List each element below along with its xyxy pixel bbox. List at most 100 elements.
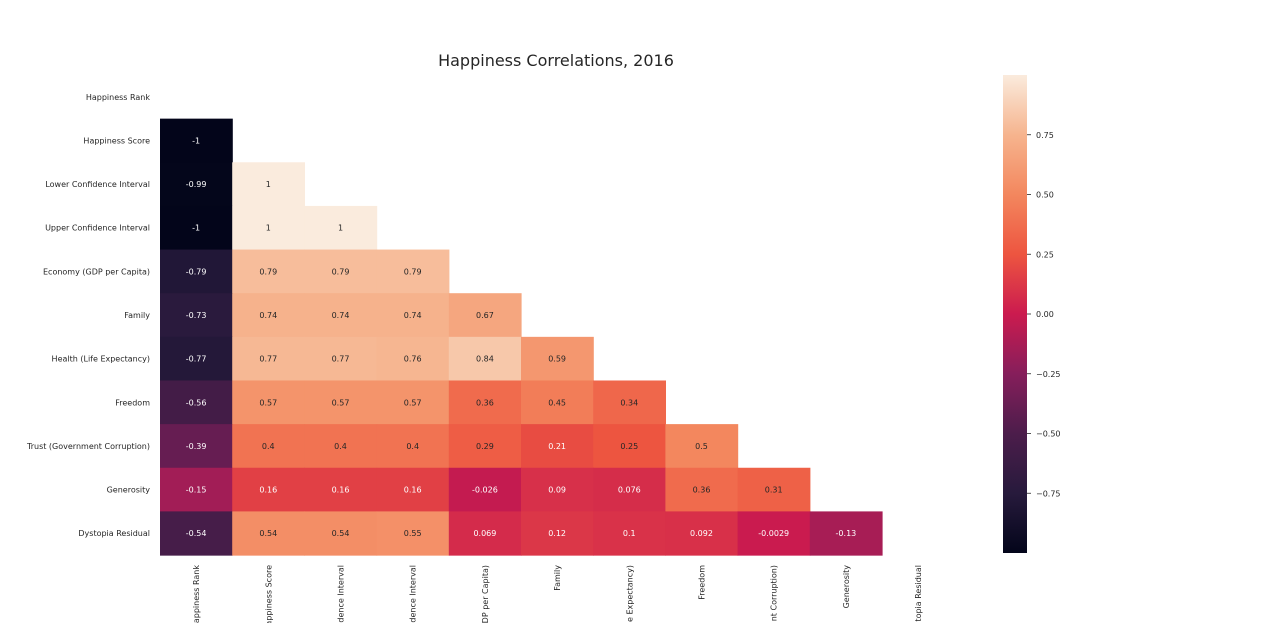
y-tick-label: Happiness Rank [86, 93, 151, 102]
heatmap-cell [160, 380, 233, 425]
heatmap-cell [376, 511, 450, 556]
heatmap-cell [304, 205, 378, 251]
cell-value-label: -0.73 [186, 311, 207, 320]
heatmap-cell [376, 249, 450, 294]
heatmap-cell [304, 380, 378, 425]
colorbar-tick-label: −0.75 [1036, 489, 1061, 498]
heatmap-cell [232, 336, 305, 382]
cell-value-label: 0.54 [259, 529, 277, 538]
heatmap-cell [521, 467, 594, 512]
heatmap-cell [665, 511, 739, 556]
heatmap-cell [737, 511, 811, 556]
heatmap-cell [232, 249, 305, 294]
y-tick-label: Upper Confidence Interval [45, 224, 150, 233]
heatmap-cell [160, 467, 233, 512]
cell-value-label: -0.79 [186, 267, 207, 276]
x-tick-label: dence Interval [337, 565, 346, 623]
heatmap-cell [304, 467, 378, 512]
heatmap-cell [232, 162, 305, 207]
colorbar-tick-label: 0.25 [1036, 250, 1054, 259]
colorbar-tick-label: −0.50 [1036, 430, 1061, 439]
heatmap-cell [521, 511, 594, 556]
y-axis-labels: Happiness Rank Happiness Score Lower Confi… [26, 93, 150, 538]
cell-value-label: 0.29 [476, 442, 494, 451]
cell-value-label: 0.74 [332, 311, 350, 320]
heatmap-cell [160, 511, 233, 556]
cell-value-label: 0.79 [332, 267, 350, 276]
cell-value-label: 0.16 [332, 486, 350, 495]
heatmap-cell [232, 293, 305, 338]
cell-value-label: 0.12 [548, 529, 566, 538]
heatmap-cell [448, 336, 522, 382]
cell-value-label: -0.13 [836, 529, 857, 538]
cell-value-label: 1 [338, 224, 343, 233]
heatmap-cell [593, 511, 666, 556]
cell-value-label: 0.069 [473, 529, 496, 538]
y-tick-label: Trust (Government Corruption) [26, 442, 150, 451]
cell-value-label: -1 [192, 136, 200, 145]
cell-value-label: 0.77 [332, 355, 350, 364]
heatmap-cell [160, 205, 233, 251]
cell-value-label: 0.79 [404, 267, 422, 276]
x-tick-label: appiness Score [264, 565, 273, 623]
x-axis-labels: appiness Rank appiness Score dence Interva… [192, 565, 923, 623]
heatmap-cell [376, 424, 450, 469]
y-tick-label: Lower Confidence Interval [45, 180, 150, 189]
cell-value-label: -1 [192, 224, 200, 233]
cell-value-label: -0.39 [186, 442, 207, 451]
x-tick-label: dence Interval [409, 565, 418, 623]
heatmap-cell [521, 424, 594, 469]
y-tick-label: Happiness Score [83, 136, 150, 145]
heatmap-cell [448, 467, 522, 512]
cell-value-label: 0.55 [404, 529, 422, 538]
heatmap-cell [448, 380, 522, 425]
x-tick-label: appiness Rank [192, 565, 201, 623]
cell-value-label: 1 [266, 180, 271, 189]
heatmap-cell [160, 162, 233, 207]
heatmap-cell [304, 336, 378, 382]
cell-value-label: -0.54 [186, 529, 207, 538]
colorbar-ticks: 0.75 0.50 0.25 0.00 −0.25 −0.50 −0.75 [1027, 131, 1061, 498]
cell-value-label: 0.76 [404, 355, 422, 364]
heatmap-cell [737, 467, 811, 512]
heatmap-cell [232, 424, 305, 469]
heatmap-cell [593, 467, 666, 512]
heatmap-cell [448, 424, 522, 469]
cell-value-label: 0.57 [332, 398, 350, 407]
cell-value-label: 0.36 [476, 398, 494, 407]
heatmap-cell [376, 336, 450, 382]
cell-value-label: 0.092 [690, 529, 713, 538]
heatmap-cell [232, 380, 305, 425]
colorbar-tick-label: 0.75 [1036, 131, 1054, 140]
heatmap-cell [304, 511, 378, 556]
cell-value-label: -0.77 [186, 355, 207, 364]
cell-value-label: 0.4 [334, 442, 347, 451]
x-tick-label: Freedom [698, 565, 707, 600]
colorbar-tick-label: −0.25 [1036, 370, 1061, 379]
y-tick-label: Family [124, 311, 150, 320]
cell-value-label: 0.74 [259, 311, 277, 320]
heatmap-cell [304, 249, 378, 294]
y-tick-label: Economy (GDP per Capita) [43, 267, 150, 276]
heatmap-cell [304, 293, 378, 338]
heatmap-cell [304, 424, 378, 469]
y-tick-label: Freedom [115, 398, 150, 407]
cell-value-label: -0.0029 [758, 529, 789, 538]
cell-value-label: 0.4 [262, 442, 275, 451]
cell-value-label: 0.59 [548, 355, 566, 364]
heatmap-cell [665, 467, 739, 512]
cell-value-label: -0.15 [186, 486, 207, 495]
cell-value-label: 0.34 [620, 398, 638, 407]
heatmap-cell [376, 293, 450, 338]
cell-value-label: 0.16 [404, 486, 422, 495]
cell-value-label: 0.21 [548, 442, 566, 451]
colorbar-gradient [1003, 75, 1027, 553]
cell-value-label: 0.57 [259, 398, 277, 407]
cell-value-label: -0.56 [186, 398, 207, 407]
cell-value-label: 0.16 [259, 486, 277, 495]
cell-value-label: 0.77 [259, 355, 277, 364]
cell-value-label: 0.36 [693, 486, 711, 495]
colorbar [1003, 75, 1027, 553]
heatmap-cell [665, 424, 739, 469]
